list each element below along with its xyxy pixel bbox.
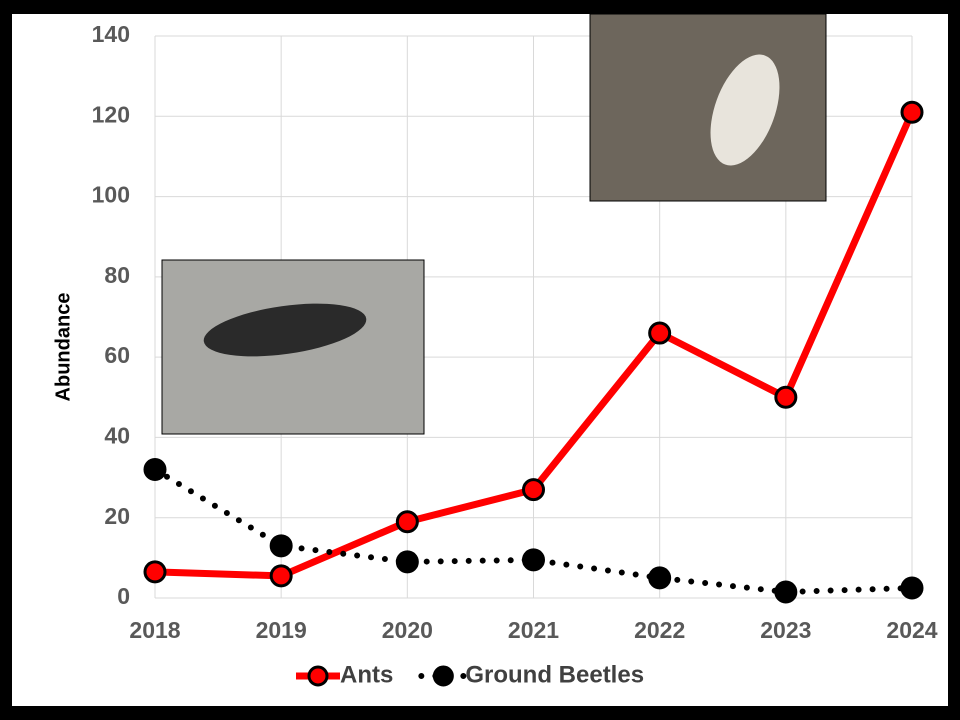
- data-point: [522, 478, 545, 502]
- data-point: [269, 564, 293, 588]
- grid: 0 20 40 60 80 100 120 140 2018 2019 2020 2021 2022 20…: [92, 21, 938, 643]
- data-point: [395, 550, 419, 574]
- x-tick-label: 2024: [886, 617, 937, 643]
- legend-label: Ground Beetles: [465, 661, 644, 688]
- data-point: [774, 580, 798, 604]
- ant-shape: [710, 54, 780, 166]
- ant-photo: [589, 13, 827, 202]
- legend: Ants Ground Beetles: [296, 661, 644, 688]
- y-tick-label: 100: [92, 182, 130, 208]
- data-point: [774, 385, 798, 409]
- x-tick-label: 2020: [382, 617, 433, 643]
- data-point: [269, 534, 293, 558]
- beetle-shape: [203, 303, 367, 357]
- data-point: [143, 560, 167, 584]
- y-tick-label: 80: [104, 262, 130, 288]
- legend-marker: [432, 665, 454, 687]
- y-tick-label: 120: [92, 101, 130, 127]
- x-tick-label: 2021: [508, 617, 559, 643]
- x-tick-label: 2022: [634, 617, 685, 643]
- data-point: [522, 548, 545, 572]
- data-point: [900, 576, 924, 600]
- y-tick-label: 0: [117, 583, 130, 609]
- y-axis-label: Abundance: [52, 293, 74, 402]
- legend-marker: [307, 665, 329, 687]
- data-point: [648, 321, 672, 345]
- y-tick-label: 20: [104, 503, 130, 529]
- plot: [143, 100, 924, 604]
- data-point: [395, 510, 419, 534]
- x-tick-label: 2019: [256, 617, 307, 643]
- x-tick-label: 2018: [129, 617, 180, 643]
- x-tick-label: 2023: [760, 617, 811, 643]
- y-tick-label: 40: [104, 423, 130, 449]
- legend-label: Ants: [340, 661, 393, 688]
- data-point: [143, 458, 167, 482]
- y-tick-label: 140: [92, 21, 130, 47]
- y-tick-label: 60: [104, 342, 130, 368]
- data-point: [900, 100, 924, 124]
- data-point: [648, 566, 672, 590]
